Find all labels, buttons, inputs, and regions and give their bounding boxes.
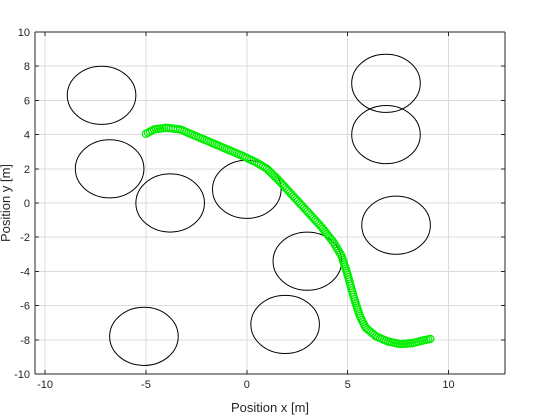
tick-labels: -10 -5 0 5 10 -10 -8 -6 -4 -2 0 2 4 6 8 10 xyxy=(14,27,455,391)
y-tick-label: 6 xyxy=(24,95,30,107)
obstacle-circle xyxy=(250,294,320,354)
trajectory-point xyxy=(256,161,266,170)
x-tick-label: -10 xyxy=(37,379,53,391)
trajectory-point xyxy=(252,158,262,168)
y-tick-label: -6 xyxy=(20,301,30,313)
obstacle-circle xyxy=(109,306,179,366)
y-tick-label: 8 xyxy=(24,61,30,73)
obstacle-circle xyxy=(351,53,421,113)
trajectory-point xyxy=(426,334,435,344)
trajectory-series xyxy=(141,123,435,349)
x-tick-label: 5 xyxy=(345,379,351,391)
y-tick-label: 2 xyxy=(24,164,30,176)
obstacle-circle xyxy=(361,195,431,255)
obstacle-circle xyxy=(66,65,137,125)
y-tick-label: 10 xyxy=(18,27,30,39)
y-tick-label: 4 xyxy=(24,130,30,142)
x-tick-label: 0 xyxy=(244,379,250,391)
trajectory-point xyxy=(254,159,264,169)
y-tick-label: 0 xyxy=(24,198,30,210)
y-tick-label: -2 xyxy=(20,232,30,244)
y-axis-label: Position y [m] xyxy=(0,164,13,242)
axes xyxy=(34,31,506,375)
y-tick-label: -10 xyxy=(14,369,30,381)
trajectory-point xyxy=(258,162,268,171)
y-tick-label: -4 xyxy=(20,266,30,278)
x-tick-label: -5 xyxy=(141,379,151,391)
obstacle-circle xyxy=(351,105,421,165)
x-axis-label: Position x [m] xyxy=(231,400,309,415)
x-tick-label: 10 xyxy=(442,379,454,391)
obstacle-circle xyxy=(135,173,205,233)
y-tick-label: -8 xyxy=(20,335,30,347)
obstacle-circle xyxy=(74,139,145,199)
